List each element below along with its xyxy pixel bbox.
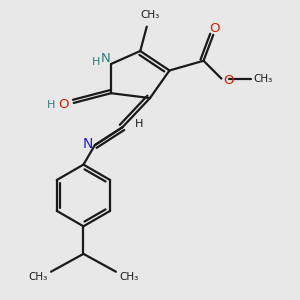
Text: O: O: [59, 98, 69, 111]
Text: CH₃: CH₃: [140, 10, 160, 20]
Text: CH₃: CH₃: [119, 272, 139, 282]
Text: H: H: [92, 57, 101, 68]
Text: O: O: [223, 74, 233, 87]
Text: O: O: [210, 22, 220, 35]
Text: H: H: [47, 100, 55, 110]
Text: N: N: [100, 52, 110, 64]
Text: CH₃: CH₃: [254, 74, 273, 84]
Text: CH₃: CH₃: [28, 272, 48, 282]
Text: H: H: [134, 119, 143, 129]
Text: N: N: [82, 137, 93, 151]
